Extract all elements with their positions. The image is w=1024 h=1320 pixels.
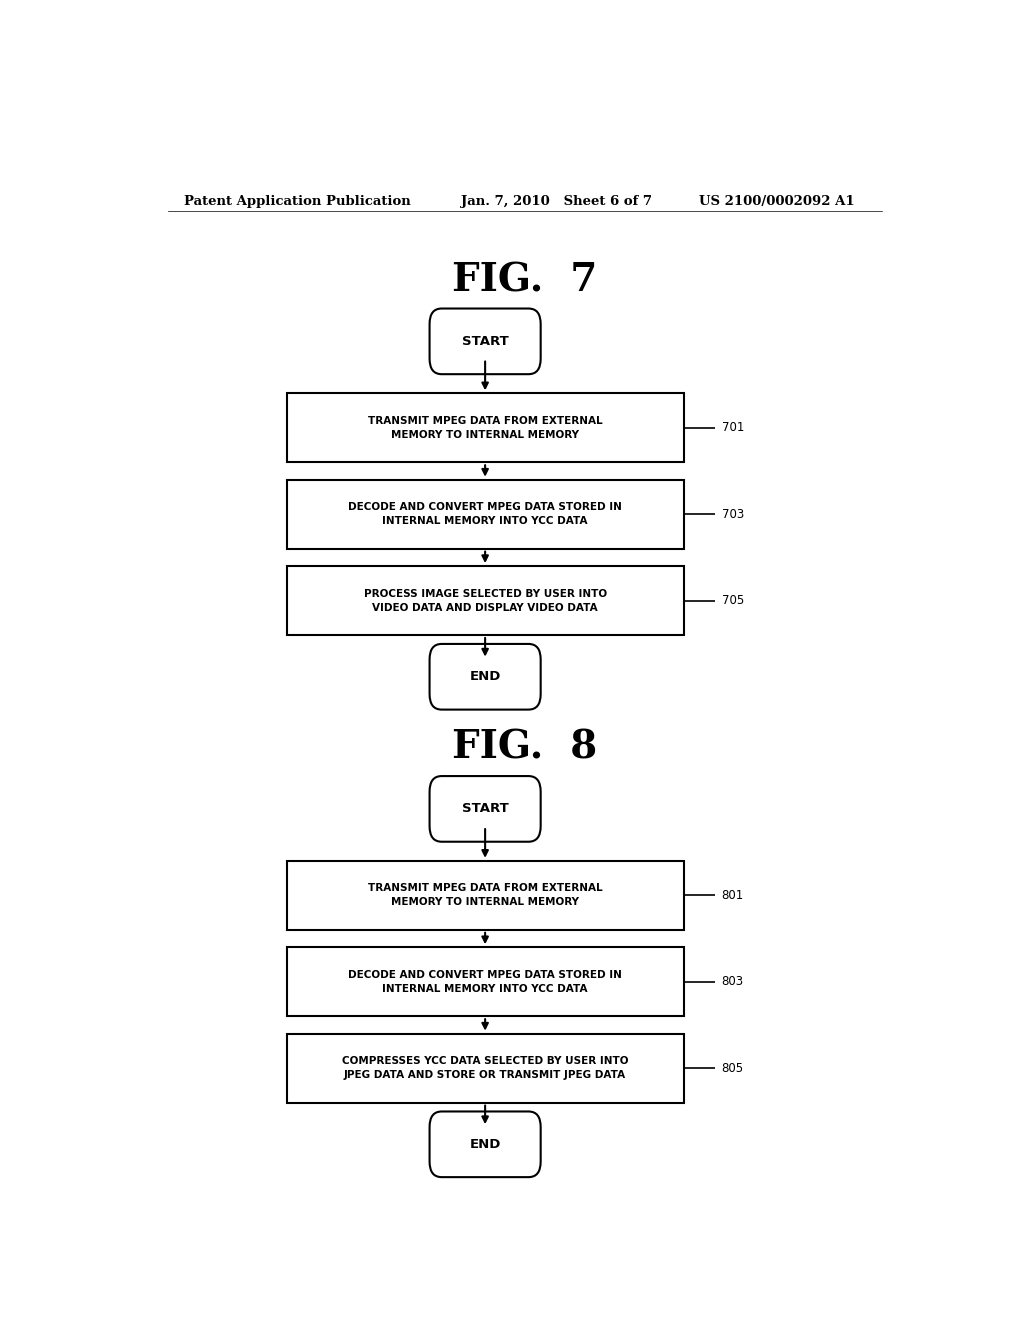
Text: 701: 701: [722, 421, 744, 434]
Bar: [287, 393, 684, 462]
Text: 703: 703: [722, 508, 743, 520]
Text: START: START: [462, 335, 509, 348]
FancyBboxPatch shape: [430, 309, 541, 374]
Bar: [287, 1034, 684, 1102]
Bar: [287, 861, 684, 929]
FancyBboxPatch shape: [430, 776, 541, 842]
Text: 805: 805: [722, 1061, 743, 1074]
Text: Jan. 7, 2010   Sheet 6 of 7: Jan. 7, 2010 Sheet 6 of 7: [461, 194, 652, 207]
Text: FIG.  7: FIG. 7: [453, 261, 597, 300]
Text: PROCESS IMAGE SELECTED BY USER INTO
VIDEO DATA AND DISPLAY VIDEO DATA: PROCESS IMAGE SELECTED BY USER INTO VIDE…: [364, 589, 606, 612]
Bar: [287, 566, 684, 635]
Text: US 2100/0002092 A1: US 2100/0002092 A1: [699, 194, 855, 207]
Text: END: END: [469, 671, 501, 684]
Text: 705: 705: [722, 594, 743, 607]
Text: 801: 801: [722, 888, 743, 902]
Text: START: START: [462, 803, 509, 816]
Text: TRANSMIT MPEG DATA FROM EXTERNAL
MEMORY TO INTERNAL MEMORY: TRANSMIT MPEG DATA FROM EXTERNAL MEMORY …: [368, 883, 602, 907]
Text: TRANSMIT MPEG DATA FROM EXTERNAL
MEMORY TO INTERNAL MEMORY: TRANSMIT MPEG DATA FROM EXTERNAL MEMORY …: [368, 416, 602, 440]
Text: 803: 803: [722, 975, 743, 989]
Text: COMPRESSES YCC DATA SELECTED BY USER INTO
JPEG DATA AND STORE OR TRANSMIT JPEG D: COMPRESSES YCC DATA SELECTED BY USER INT…: [342, 1056, 629, 1080]
Text: FIG.  8: FIG. 8: [453, 729, 597, 767]
Text: Patent Application Publication: Patent Application Publication: [183, 194, 411, 207]
Text: END: END: [469, 1138, 501, 1151]
Bar: [287, 479, 684, 549]
FancyBboxPatch shape: [430, 1111, 541, 1177]
Text: DECODE AND CONVERT MPEG DATA STORED IN
INTERNAL MEMORY INTO YCC DATA: DECODE AND CONVERT MPEG DATA STORED IN I…: [348, 970, 622, 994]
Text: DECODE AND CONVERT MPEG DATA STORED IN
INTERNAL MEMORY INTO YCC DATA: DECODE AND CONVERT MPEG DATA STORED IN I…: [348, 502, 622, 527]
FancyBboxPatch shape: [430, 644, 541, 710]
Bar: [287, 948, 684, 1016]
